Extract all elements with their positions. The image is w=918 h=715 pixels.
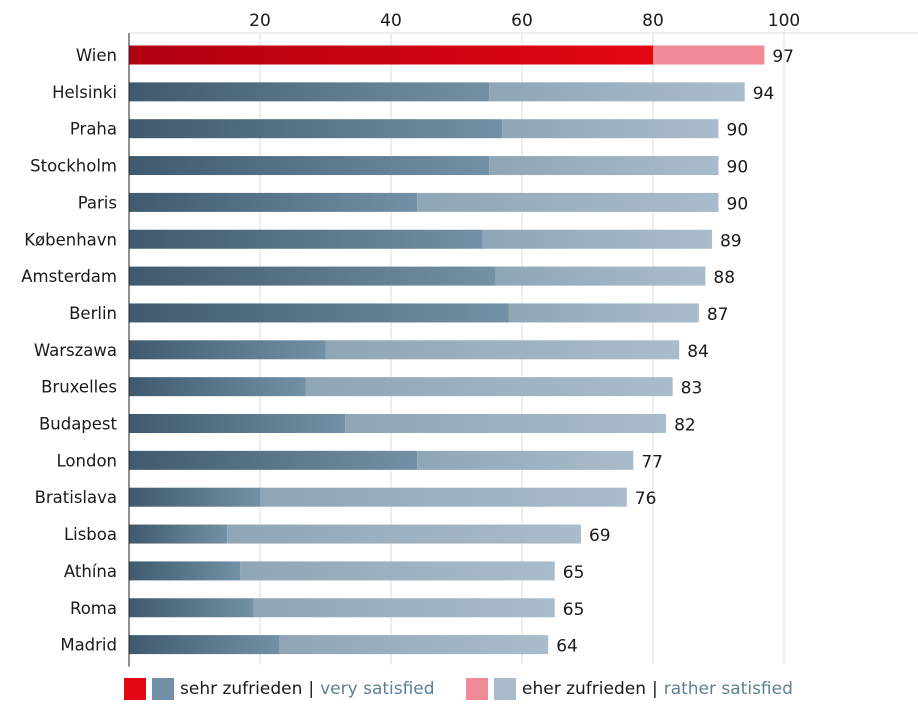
value-label-ath-na: 65 [563,563,585,583]
category-label-london: London [57,451,117,470]
bar-rather-budapest [345,414,667,433]
legend-swatch-very [152,678,174,700]
bar-rather-helsinki [489,82,745,102]
category-label-praha: Praha [70,120,117,139]
bar-rather-k-benhavn [482,229,712,249]
category-label-paris: Paris [78,193,117,212]
value-label-bratislava: 76 [635,489,657,509]
legend-label-rather-de: eher zufrieden [522,679,646,699]
category-label-berlin: Berlin [69,304,117,323]
value-label-berlin: 87 [707,305,729,325]
legend: sehr zufrieden | very satisfied eher zuf… [0,672,918,706]
legend-item-very-satisfied: sehr zufrieden | very satisfied [124,672,435,706]
category-labels: Wien Helsinki Praha Stockholm Paris København… [21,46,117,655]
bar-very-praha [129,119,503,139]
bar-very-bratislava [129,487,260,507]
bar-rather-berlin [508,303,699,323]
bar-rather-stockholm [489,156,719,176]
legend-swatch-very-highlight [124,678,146,700]
value-label-wien: 97 [772,47,794,67]
x-tick-label-100: 100 [768,11,800,31]
value-label-paris: 90 [727,194,749,214]
value-label-roma: 65 [563,600,585,620]
bar-very-warszawa [129,340,326,360]
value-label-london: 77 [641,452,663,472]
legend-label-rather-en: rather satisfied [663,679,793,699]
x-tick-label-20: 20 [249,11,271,31]
bar-very-roma [129,598,254,618]
legend-item-rather-satisfied: eher zufrieden | rather satisfied [466,672,793,706]
category-label-k-benhavn: København [24,230,117,249]
category-label-bruxelles: Bruxelles [41,378,117,397]
category-label-stockholm: Stockholm [30,157,117,176]
bar-rather-london [417,450,634,470]
category-label-madrid: Madrid [60,636,117,655]
value-label-madrid: 64 [556,637,578,657]
value-label-budapest: 82 [674,416,696,436]
bar-very-stockholm [129,156,490,176]
value-label-lisboa: 69 [589,526,611,546]
legend-label-very-en: very satisfied [320,679,435,699]
category-label-budapest: Budapest [39,415,118,434]
value-label-warszawa: 84 [687,342,709,362]
bar-rather-bruxelles [305,377,673,397]
bar-rather-warszawa [325,340,680,360]
category-label-roma: Roma [70,599,117,618]
bars [129,45,765,655]
bar-very-k-benhavn [129,229,483,249]
bar-very-berlin [129,303,509,323]
legend-swatch-rather [494,678,516,700]
category-label-helsinki: Helsinki [52,83,117,102]
bar-very-paris [129,192,418,212]
bar-very-budapest [129,414,346,433]
bar-rather-praha [502,119,719,139]
bar-very-madrid [129,635,280,655]
x-axis-ticks: 20 40 60 80 100 [249,11,800,31]
bar-very-lisboa [129,524,228,544]
bar-rather-roma [253,598,555,618]
legend-label-very-de: sehr zufrieden [180,679,303,699]
bar-rather-bratislava [260,487,627,507]
category-label-ath-na: Athína [64,562,117,581]
value-label-k-benhavn: 89 [720,231,742,251]
category-label-bratislava: Bratislava [35,488,117,507]
bar-very-helsinki [129,82,490,102]
value-label-praha: 90 [727,121,749,141]
value-label-bruxelles: 83 [681,379,703,399]
category-label-warszawa: Warszawa [34,341,117,360]
bar-rather-amsterdam [495,266,706,286]
value-label-helsinki: 94 [753,84,775,104]
bar-very-london [129,450,418,470]
bar-rather-wien [653,45,765,65]
x-tick-label-40: 40 [380,11,402,31]
x-tick-label-60: 60 [511,11,533,31]
bar-rather-lisboa [227,524,581,544]
bar-very-ath-na [129,561,241,581]
category-label-amsterdam: Amsterdam [21,267,117,286]
x-tick-label-80: 80 [642,11,664,31]
bar-rather-ath-na [240,561,555,581]
legend-swatch-rather-highlight [466,678,488,700]
bar-rather-madrid [279,635,549,655]
legend-separator: | [308,679,315,699]
bar-very-wien [129,45,653,65]
value-label-stockholm: 90 [727,158,749,178]
category-label-wien: Wien [76,46,117,65]
legend-separator: | [651,679,658,699]
bar-chart: 20 40 60 80 100 Wien Helsinki Praha Stockholm Pa… [21,11,918,667]
category-label-lisboa: Lisboa [64,525,117,544]
bar-rather-paris [417,192,719,212]
bar-very-amsterdam [129,266,496,286]
value-label-amsterdam: 88 [713,268,735,288]
bar-very-bruxelles [129,377,306,397]
